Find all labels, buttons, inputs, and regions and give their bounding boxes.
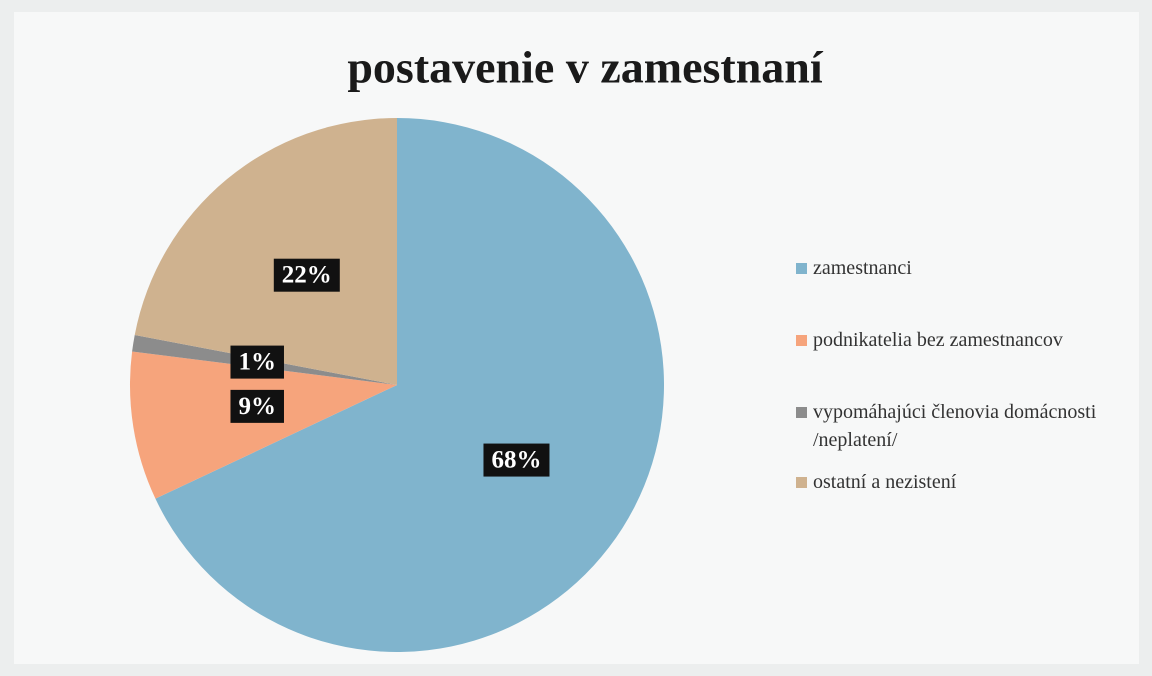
legend-item: ostatní a nezistení	[796, 468, 1146, 496]
legend-swatch	[796, 335, 807, 346]
legend-label: vypomáhajúci členovia domácnosti /neplat…	[813, 401, 1097, 451]
pie-slice	[129, 351, 397, 499]
pie-slice	[155, 118, 664, 653]
data-label: 22%	[282, 262, 332, 289]
legend-item: podnikatelia bez zamestnancov	[796, 326, 1146, 354]
data-label-box	[230, 345, 284, 379]
chart-title: postavenie v zamestnaní	[347, 42, 824, 93]
legend-label: zamestnanci	[813, 257, 912, 279]
data-label: 9%	[238, 393, 276, 420]
data-label-box	[483, 443, 550, 477]
pie-slice	[134, 118, 397, 385]
legend-swatch	[796, 263, 807, 274]
legend-label: podnikatelia bez zamestnancov	[813, 329, 1063, 351]
data-label-box	[230, 389, 284, 423]
legend-item: zamestnanci	[796, 254, 1146, 282]
legend-label: ostatní a nezistení	[813, 471, 957, 493]
data-label-box	[273, 258, 340, 292]
legend-item: vypomáhajúci členovia domácnosti /neplat…	[796, 398, 1146, 454]
legend-swatch	[796, 477, 807, 488]
data-label: 1%	[238, 349, 276, 376]
legend-swatch	[796, 407, 807, 418]
data-label: 68%	[491, 447, 541, 474]
